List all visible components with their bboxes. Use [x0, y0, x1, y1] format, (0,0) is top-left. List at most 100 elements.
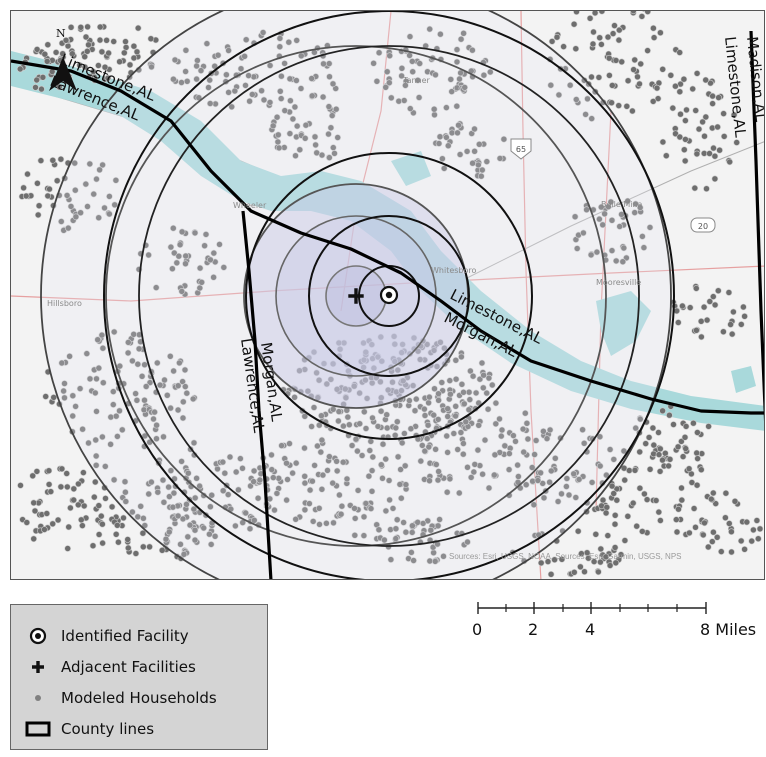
household-dot: [33, 76, 41, 84]
map-frame[interactable]: 65 20 Tanner Wheeler Belle Mina Whitesbo…: [10, 10, 765, 580]
household-dot: [705, 423, 712, 430]
household-dot: [604, 532, 612, 539]
household-dot: [206, 100, 214, 107]
household-dot: [699, 118, 706, 126]
household-dot: [368, 487, 376, 495]
household-dot: [287, 97, 294, 104]
household-dot: [211, 532, 219, 540]
household-dot: [547, 81, 555, 89]
household-dot: [657, 517, 664, 524]
household-dot: [699, 531, 707, 539]
household-dot: [315, 421, 323, 429]
household-dot: [741, 545, 748, 553]
household-dot: [645, 434, 653, 441]
household-dot: [154, 359, 161, 367]
household-dot: [629, 107, 636, 115]
household-dot: [409, 522, 416, 530]
household-dot: [98, 512, 105, 520]
household-dot: [99, 433, 106, 441]
household-dot: [293, 122, 301, 130]
household-dot: [206, 76, 213, 84]
household-dot: [134, 360, 142, 368]
highway-shield-20: 20: [690, 217, 716, 233]
household-dot: [666, 411, 673, 419]
household-dot: [122, 38, 129, 45]
household-dot: [672, 516, 680, 523]
household-dot: [193, 62, 200, 70]
household-dot: [458, 353, 465, 361]
map-attribution: Sources: Esri, USGS, NOAA, Sources: Esri…: [449, 552, 682, 561]
household-dot: [588, 479, 596, 486]
household-dot: [193, 474, 200, 482]
household-dot: [598, 11, 606, 15]
household-dot: [604, 33, 612, 41]
household-dot: [606, 72, 613, 79]
household-dot: [485, 374, 493, 382]
household-dot: [39, 74, 47, 81]
household-dot: [537, 559, 545, 567]
household-dot: [391, 358, 399, 365]
household-dot: [178, 288, 186, 295]
household-dot: [98, 331, 106, 339]
household-dot: [637, 60, 645, 68]
household-dot: [323, 380, 331, 388]
household-dot: [611, 544, 619, 551]
household-dot: [375, 49, 383, 57]
household-dot: [589, 40, 597, 48]
household-dot: [465, 406, 473, 414]
household-dot: [694, 455, 701, 462]
household-dot: [173, 259, 181, 267]
household-dot: [335, 339, 343, 347]
household-dot: [672, 82, 679, 90]
household-dot: [692, 107, 700, 114]
household-dot: [662, 152, 670, 159]
household-dot: [232, 522, 239, 530]
household-dot: [60, 387, 67, 395]
household-dot: [703, 316, 711, 324]
household-dot: [325, 103, 333, 110]
household-dot: [646, 224, 654, 231]
household-dot: [63, 192, 71, 199]
household-dot: [461, 84, 469, 91]
household-dot: [193, 75, 200, 83]
household-dot: [133, 48, 141, 56]
household-dot: [480, 371, 487, 379]
household-dot: [276, 43, 284, 51]
household-dot: [266, 99, 274, 106]
household-dot: [70, 496, 78, 504]
household-dot: [407, 425, 415, 433]
household-dot: [756, 525, 764, 533]
household-dot: [414, 347, 422, 355]
household-dot: [180, 398, 187, 406]
household-dot: [522, 481, 530, 489]
household-dot: [456, 151, 464, 158]
household-dot: [558, 490, 565, 498]
household-dot: [418, 442, 426, 449]
household-dot: [429, 543, 437, 551]
household-dot: [82, 180, 90, 188]
svg-text:65: 65: [516, 145, 526, 154]
household-dot: [166, 528, 173, 536]
adjacent-facility-marker[interactable]: [348, 288, 364, 304]
household-dot: [242, 509, 249, 517]
identified-facility-marker[interactable]: [379, 285, 399, 305]
household-dot: [654, 95, 662, 102]
legend-item-identified-facility: Identified Facility: [25, 625, 189, 647]
household-dot: [141, 396, 148, 404]
scale-bar: 0 2 4 8 Miles: [470, 600, 766, 650]
household-dot: [35, 202, 43, 209]
household-dot: [711, 301, 719, 309]
household-dot: [632, 424, 640, 432]
household-dot: [121, 478, 129, 486]
household-dot: [539, 480, 547, 487]
household-dot: [725, 520, 733, 527]
household-dot: [375, 526, 383, 534]
household-dot: [722, 489, 730, 497]
household-dot: [394, 453, 402, 461]
household-dot: [324, 467, 331, 474]
household-dot: [75, 480, 82, 488]
household-dot: [179, 414, 187, 422]
household-dot: [153, 421, 160, 429]
household-dot: [179, 515, 187, 523]
household-dot: [78, 516, 85, 524]
